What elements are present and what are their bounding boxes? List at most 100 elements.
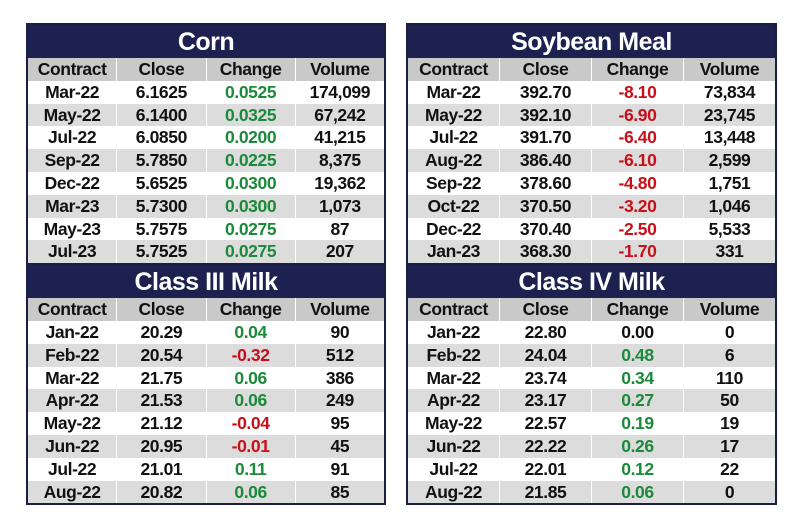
volume-cell: 23,745 — [683, 103, 775, 127]
contract-cell: Aug-22 — [425, 150, 482, 171]
contract-cell: Jan-22 — [426, 321, 481, 342]
close-cell: 386.40 — [499, 149, 591, 172]
close-cell: 20.95 — [116, 434, 205, 458]
change-cell: 0.0200 — [205, 126, 295, 150]
change-cell: -0.01 — [205, 434, 295, 458]
volume-cell: 249 — [294, 389, 384, 413]
column-header: Close — [499, 298, 591, 321]
close-cell: 5.7300 — [116, 194, 205, 218]
contract-cell: Jul-22 — [48, 127, 97, 148]
table-row: Jul-22 21.01 0.11 91 — [28, 457, 384, 481]
volume-cell: 45 — [294, 434, 384, 458]
volume-cell: 331 — [683, 240, 775, 264]
contract-cell: Sep-22 — [426, 172, 481, 193]
volume-cell: 67,242 — [294, 103, 384, 127]
change-cell: 0.0325 — [205, 103, 295, 127]
column-header: Contract — [419, 299, 488, 320]
contract-cell: Aug-22 — [425, 481, 482, 502]
change-cell: -4.80 — [591, 171, 683, 195]
table-title: Soybean Meal — [408, 25, 775, 58]
change-cell: 0.26 — [591, 434, 683, 458]
volume-cell: 5,533 — [683, 217, 775, 241]
table-title: Corn — [28, 25, 384, 58]
volume-cell: 90 — [294, 320, 384, 344]
contract-cell: Jul-23 — [48, 241, 97, 262]
contract-cell: Apr-22 — [45, 390, 99, 411]
contract-cell: May-22 — [425, 104, 482, 125]
change-cell: -1.70 — [591, 240, 683, 264]
table-row: May-22 22.57 0.19 19 — [408, 412, 775, 435]
volume-cell: 73,834 — [683, 80, 775, 104]
close-cell: 20.29 — [116, 320, 205, 344]
close-cell: 20.82 — [116, 480, 205, 504]
volume-cell: 41,215 — [294, 126, 384, 150]
volume-cell: 2,599 — [683, 149, 775, 172]
table-title: Class III Milk — [28, 265, 384, 299]
volume-cell: 13,448 — [683, 126, 775, 150]
change-cell: 0.06 — [205, 389, 295, 413]
column-header: Volume — [294, 58, 384, 81]
close-cell: 370.50 — [499, 194, 591, 218]
close-cell: 23.17 — [499, 389, 591, 413]
header-row: Contract Close Change Volume — [408, 58, 775, 81]
column-header: Close — [116, 58, 205, 81]
column-header: Change — [205, 298, 295, 321]
volume-cell: 512 — [294, 343, 384, 367]
volume-cell: 50 — [683, 389, 775, 413]
table-row: Sep-22 378.60 -4.80 1,751 — [408, 171, 775, 195]
change-cell: 0.19 — [591, 412, 683, 435]
close-cell: 6.1400 — [116, 103, 205, 127]
contract-cell: Apr-22 — [426, 390, 481, 411]
contract-cell: Mar-22 — [45, 81, 100, 102]
close-cell: 5.7575 — [116, 217, 205, 241]
table-row: Apr-22 21.53 0.06 249 — [28, 389, 384, 413]
table-row: Mar-22 21.75 0.06 386 — [28, 366, 384, 390]
contract-cell: May-23 — [43, 218, 101, 239]
contract-cell: Dec-22 — [44, 172, 100, 193]
contract-cell: Mar-22 — [45, 367, 100, 388]
close-cell: 21.01 — [116, 457, 205, 481]
table-row: Jun-22 22.22 0.26 17 — [408, 434, 775, 458]
table-title: Class IV Milk — [408, 265, 775, 299]
change-cell: 0.34 — [591, 366, 683, 390]
close-cell: 24.04 — [499, 343, 591, 367]
table-row: Jan-23 368.30 -1.70 331 — [408, 240, 775, 264]
volume-cell: 1,751 — [683, 171, 775, 195]
table-row: Dec-22 370.40 -2.50 5,533 — [408, 217, 775, 241]
table-row: May-23 5.7575 0.0275 87 — [28, 217, 384, 241]
change-cell: 0.0300 — [205, 171, 295, 195]
contract-cell: Feb-22 — [45, 344, 100, 365]
close-cell: 5.7850 — [116, 149, 205, 172]
change-cell: 0.48 — [591, 343, 683, 367]
change-cell: 0.00 — [591, 320, 683, 344]
left-column: Corn Contract Close Change Volume Mar-22 6.162… — [26, 23, 386, 506]
close-cell: 23.74 — [499, 366, 591, 390]
contract-cell: Feb-22 — [426, 344, 481, 365]
table-row: Jul-22 6.0850 0.0200 41,215 — [28, 126, 384, 150]
close-cell: 392.70 — [499, 80, 591, 104]
column-header: Volume — [683, 298, 775, 321]
column-header: Volume — [683, 58, 775, 81]
contract-cell: Dec-22 — [426, 218, 481, 239]
table-row: Mar-23 5.7300 0.0300 1,073 — [28, 194, 384, 218]
change-cell: 0.06 — [591, 480, 683, 504]
table-row: Jun-22 20.95 -0.01 45 — [28, 434, 384, 458]
change-cell: 0.04 — [205, 320, 295, 344]
change-cell: 0.06 — [205, 480, 295, 504]
table-row: May-22 392.10 -6.90 23,745 — [408, 103, 775, 127]
close-cell: 20.54 — [116, 343, 205, 367]
table-row: Apr-22 23.17 0.27 50 — [408, 389, 775, 413]
change-cell: -6.90 — [591, 103, 683, 127]
close-cell: 22.22 — [499, 434, 591, 458]
change-cell: -3.20 — [591, 194, 683, 218]
volume-cell: 19,362 — [294, 171, 384, 195]
table-row: Jul-22 22.01 0.12 22 — [408, 457, 775, 481]
contract-cell: Jan-22 — [45, 321, 99, 342]
close-cell: 6.1625 — [116, 80, 205, 104]
change-cell: 0.06 — [205, 366, 295, 390]
table-row: Aug-22 386.40 -6.10 2,599 — [408, 149, 775, 172]
contract-cell: Jul-22 — [429, 458, 478, 479]
table-row: May-22 6.1400 0.0325 67,242 — [28, 103, 384, 127]
contract-cell: Jul-22 — [48, 458, 97, 479]
volume-cell: 110 — [683, 366, 775, 390]
